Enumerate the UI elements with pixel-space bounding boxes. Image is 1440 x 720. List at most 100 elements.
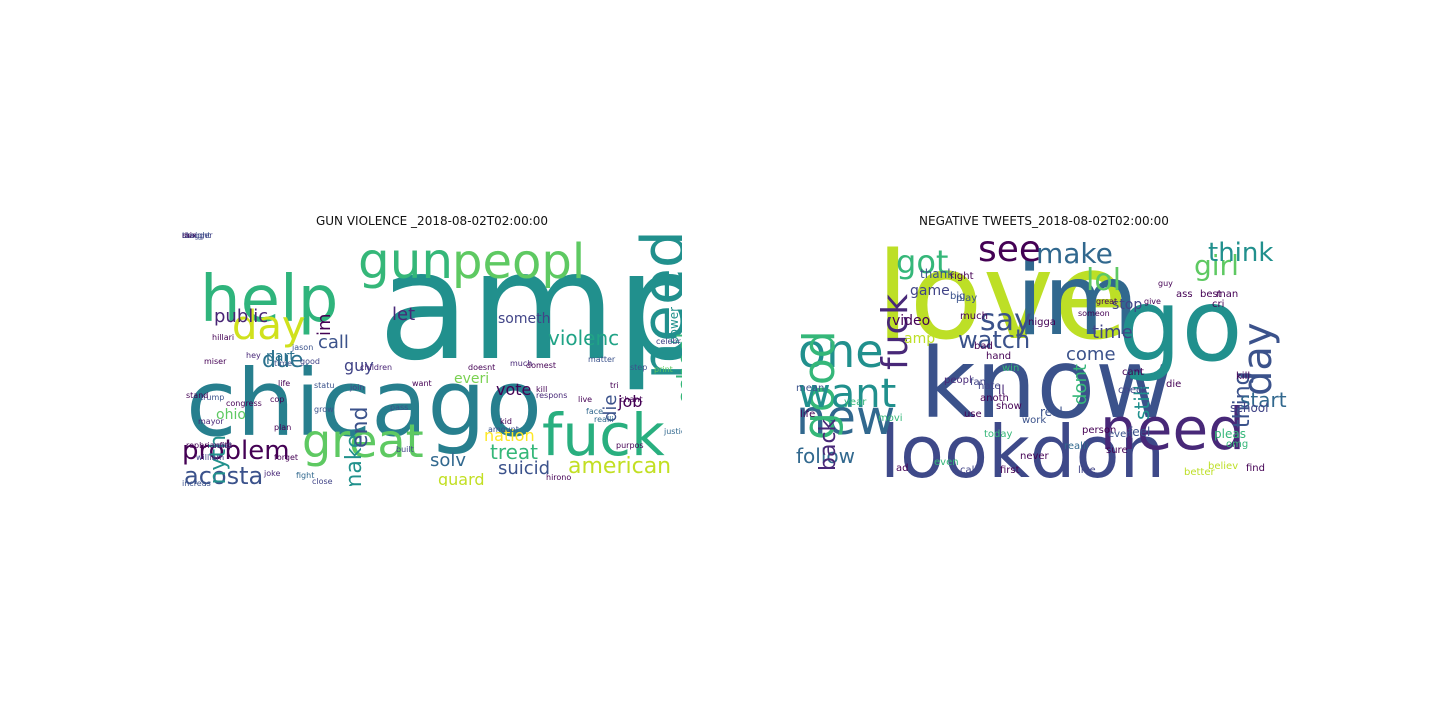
cloud-word: dont [1070, 364, 1091, 406]
cloud-word: jason [292, 343, 314, 352]
cloud-word: send [212, 441, 232, 450]
cloud-word: start [1240, 388, 1287, 412]
cloud-word: miser [204, 357, 227, 366]
cloud-word: domest [526, 361, 556, 370]
cloud-word: increas [182, 479, 211, 487]
cloud-word: hate [978, 381, 1001, 392]
cloud-word: time [1092, 322, 1133, 343]
cloud-word: face [586, 407, 604, 416]
cloud-word: great [1096, 297, 1118, 306]
cloud-word: hey [246, 351, 261, 360]
cloud-word: first [1000, 465, 1020, 476]
cloud-word: call [318, 332, 349, 353]
cloud-word: hillari [212, 333, 235, 342]
cloud-word: tonight [182, 232, 211, 240]
cloud-word: see [978, 232, 1042, 270]
cloud-word: kill [536, 385, 548, 394]
panel-title: NEGATIVE TWEETS_2018-08-02T02:00:00 [919, 214, 1169, 228]
cloud-word: much [960, 311, 988, 322]
cloud-word: anoth [980, 393, 1009, 404]
cloud-word: children [360, 363, 393, 372]
cloud-word: pass [390, 403, 409, 412]
cloud-word: don [182, 232, 198, 240]
cloud-word: amp [904, 331, 936, 347]
cloud-word: guy [344, 356, 374, 375]
cloud-word: work [1022, 415, 1047, 426]
cloud-word: want [798, 371, 897, 417]
cloud-word: think [1208, 238, 1274, 268]
cloud-word: fan [970, 377, 986, 388]
cloud-word: vote [496, 380, 532, 399]
cloud-word: forget [274, 453, 298, 462]
panel-title: GUN VIOLENCE _2018-08-02T02:00:00 [315, 214, 549, 228]
cloud-word: better [1184, 467, 1215, 478]
cloud-word: ad [896, 463, 909, 474]
cloud-word: best [1200, 289, 1222, 300]
cloud-word: year [844, 397, 867, 408]
cloud-word: want [412, 379, 432, 388]
cloud-word: built [396, 445, 414, 454]
cloud-word: today [984, 429, 1013, 440]
cloud-word: show [996, 401, 1022, 412]
cloud-word: justic [664, 427, 682, 436]
cloud-word: hand [986, 351, 1012, 362]
cloud-word: fuck [542, 401, 665, 469]
cloud-word: check [1118, 385, 1148, 396]
cloud-word: realli [1064, 441, 1089, 452]
cloud-word: violenc [548, 326, 620, 350]
cloud-word: peopl [452, 234, 586, 290]
cloud-word: use [964, 409, 982, 420]
cloud-word: ass [1176, 289, 1193, 300]
cloud-word: joke [264, 469, 281, 478]
cloud-word: believ [1208, 461, 1239, 472]
cloud-word: im [1016, 244, 1139, 358]
cloud-word: game [910, 283, 950, 299]
cloud-word: mayor [198, 417, 224, 426]
cloud-word: celebr [656, 337, 681, 346]
cloud-word: time [274, 359, 293, 368]
cloud-word: ohio [216, 407, 246, 423]
cloud-word: public [214, 306, 269, 327]
cloud-word: sure [1106, 445, 1128, 456]
cloud-word: ll [998, 383, 1005, 397]
cloud-word: girl [1194, 249, 1239, 282]
cloud-word: trump [200, 393, 225, 402]
cloud-word: amp [378, 232, 682, 394]
cloud-word: everi [1108, 429, 1134, 440]
cloud-word: pleas [1214, 427, 1246, 441]
cloud-word: chicago [186, 350, 543, 457]
cloud-word: im [314, 313, 335, 336]
cloud-word: lol [1086, 263, 1122, 298]
cloud-word: omg [1226, 439, 1249, 450]
cloud-word: grow [314, 405, 334, 414]
cloud-word: video [892, 313, 931, 329]
cloud-word: respons [536, 391, 568, 400]
cloud-word: right [950, 271, 974, 282]
cloud-word: william [196, 453, 225, 462]
cloud-word: kill [1236, 371, 1251, 382]
cloud-word: help [200, 263, 339, 337]
cloud-word: lookdon [880, 410, 1166, 486]
cloud-word: school [1230, 401, 1269, 415]
cloud-word: purpos [616, 441, 644, 450]
cloud-word: thank [920, 267, 955, 281]
cloud-word: plan [274, 423, 292, 432]
cloud-word: nation [484, 426, 535, 445]
cloud-word: cop [270, 395, 285, 404]
cloud-word: find [1246, 463, 1265, 474]
cloud-word: gun [358, 232, 454, 290]
cloud-word: american [568, 454, 672, 479]
cloud-word: person [1082, 425, 1117, 436]
cloud-word: bad [974, 341, 993, 352]
cloud-word: guard [438, 470, 485, 487]
cloud-word: step [630, 363, 648, 372]
cloud-word: much [510, 359, 533, 368]
cloud-word: congress [226, 399, 262, 408]
cloud-word: problem [182, 436, 290, 466]
cloud-word: guy [1158, 279, 1173, 288]
cloud-word: stand [186, 391, 209, 400]
cloud-word: know [920, 328, 1174, 440]
cloud-word: solv [430, 450, 467, 471]
cloud-word: nigga [1028, 317, 1056, 328]
